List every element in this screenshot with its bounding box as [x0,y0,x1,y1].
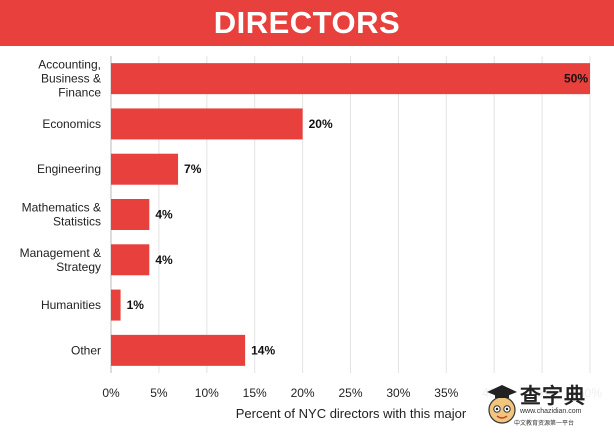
data-label: 4% [155,253,173,267]
x-tick-label: 15% [243,386,267,400]
bar [111,199,150,230]
x-tick-label: 25% [338,386,362,400]
category-label: Business & [41,72,101,86]
bar [111,244,150,276]
x-tick-label: 30% [386,386,410,400]
category-label: Accounting, [38,58,101,72]
bar [111,334,246,366]
category-label: Strategy [56,260,101,274]
category-label: Engineering [37,162,101,176]
data-label: 20% [309,117,333,131]
data-label: 1% [127,298,145,312]
graduate-mascot-icon [487,385,517,424]
category-label: Economics [42,117,101,131]
x-tick-label: 20% [291,386,315,400]
category-label: Mathematics & [22,201,101,215]
category-label: Other [71,343,101,357]
data-label: 14% [251,343,275,357]
bar [111,153,179,185]
category-label: Finance [58,86,101,100]
x-tick-label: 5% [150,386,168,400]
bar [111,63,590,95]
data-label: 4% [155,208,173,222]
x-tick-label: 10% [195,386,219,400]
bar [111,289,121,321]
x-axis-title: Percent of NYC directors with this major [236,406,467,421]
watermark-subtitle: 中文教育资源第一平台 [514,421,575,427]
data-label: 7% [184,162,202,176]
watermark-logo-text: 查字典 [520,384,586,408]
x-tick-label: 0% [102,386,120,400]
data-label: 50% [564,72,588,86]
x-tick-label: 35% [434,386,458,400]
watermark-url: www.chazidian.com [520,408,582,415]
bar [111,108,303,140]
category-label: Statistics [53,215,101,229]
category-label: Management & [20,246,101,260]
chart-title: DIRECTORS [0,0,614,46]
watermark: 查字典 www.chazidian.com 中文教育资源第一平台 [482,378,614,428]
category-label: Humanities [41,298,101,312]
